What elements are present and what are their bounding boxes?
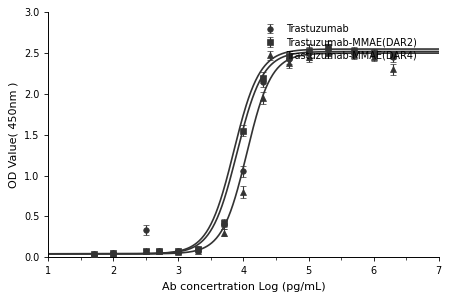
X-axis label: Ab concertration Log (pg/mL): Ab concertration Log (pg/mL)	[162, 282, 325, 292]
Y-axis label: OD Value( 450nm ): OD Value( 450nm )	[9, 82, 18, 188]
Legend: Trastuzumab, Trastuzumab-MMAE(DAR2), Trastuzumab-MMAE(DAR4): Trastuzumab, Trastuzumab-MMAE(DAR2), Tra…	[256, 22, 419, 63]
